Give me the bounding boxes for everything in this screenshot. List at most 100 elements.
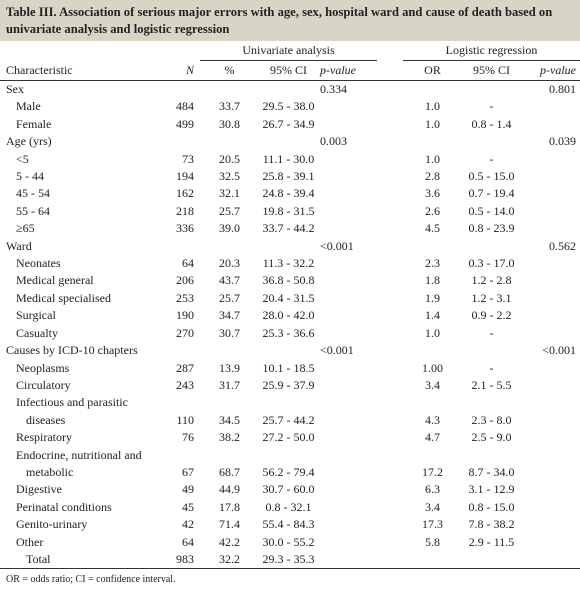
cell-or: 2.3 bbox=[425, 256, 440, 271]
table-row: Circulatory 243 31.7 25.9 - 37.9 3.4 2.1 - 5.… bbox=[0, 377, 580, 394]
cell-or: 1.00 bbox=[422, 360, 443, 375]
cell-spacer bbox=[377, 534, 403, 551]
cell-n: 49 bbox=[182, 482, 194, 497]
cell-p bbox=[318, 307, 377, 324]
cell-ci2: 0.3 - 17.0 bbox=[468, 256, 515, 271]
cell-or: 1.4 bbox=[425, 308, 440, 323]
cell-ci2: 0.8 - 1.4 bbox=[471, 116, 512, 131]
header-spacer bbox=[377, 60, 403, 81]
header-p-logistic: p-value bbox=[521, 60, 580, 81]
cell-p2 bbox=[521, 116, 580, 133]
cell-label: metabolic bbox=[26, 464, 74, 479]
cell-ci bbox=[259, 238, 318, 255]
cell-p2 bbox=[521, 377, 580, 394]
cell-n: 42 bbox=[182, 517, 194, 532]
cell-p2 bbox=[521, 550, 580, 570]
cell-ci2: 0.5 - 15.0 bbox=[468, 169, 515, 184]
cell-ci2 bbox=[462, 80, 521, 99]
cell-spacer bbox=[377, 394, 403, 411]
cell-or: 1.8 bbox=[425, 273, 440, 288]
cell-n: 983 bbox=[148, 550, 200, 570]
cell-p: 0.334 bbox=[318, 80, 377, 99]
cell-or bbox=[403, 133, 462, 150]
cell-ci2: 8.7 - 34.0 bbox=[468, 464, 515, 479]
cell-spacer bbox=[377, 203, 403, 220]
cell-pct: 68.7 bbox=[219, 464, 240, 479]
cell-p2: 0.039 bbox=[549, 134, 576, 149]
cell-n: 64 bbox=[182, 534, 194, 549]
cell-spacer bbox=[377, 307, 403, 324]
cell-spacer bbox=[377, 377, 403, 394]
cell-label: Perinatal conditions bbox=[16, 499, 112, 514]
cell-ci: 55.4 - 84.3 bbox=[262, 517, 315, 532]
cell-label: Respiratory bbox=[16, 430, 72, 445]
cell-p bbox=[318, 516, 377, 533]
cell-pct: 42.2 bbox=[219, 534, 240, 549]
cell-ci: 25.7 - 44.2 bbox=[262, 412, 315, 427]
cell-ci: 25.9 - 37.9 bbox=[262, 377, 315, 392]
cell-ci2: - bbox=[489, 360, 494, 375]
cell-or: 1.0 bbox=[425, 99, 440, 114]
table-row: Male 484 33.7 29.5 - 38.0 1.0 - bbox=[0, 98, 580, 115]
header-or: OR bbox=[403, 60, 462, 81]
cell-spacer bbox=[377, 499, 403, 516]
cell-p2 bbox=[521, 290, 580, 307]
cell-pct: 31.7 bbox=[219, 377, 240, 392]
cell-ci: 26.7 - 34.9 bbox=[262, 116, 315, 131]
cell-p2 bbox=[521, 255, 580, 272]
cell-or: 2.8 bbox=[425, 169, 440, 184]
cell-ci2: 0.9 - 2.2 bbox=[471, 308, 512, 323]
cell-ci2: 7.8 - 38.2 bbox=[468, 517, 515, 532]
cell-label: Ward bbox=[6, 238, 32, 253]
cell-p2: <0.001 bbox=[542, 343, 576, 358]
header-n: N bbox=[148, 60, 200, 81]
cell-pct: 34.7 bbox=[219, 308, 240, 323]
cell-or: 17.2 bbox=[422, 464, 443, 479]
cell-pct: 25.7 bbox=[219, 290, 240, 305]
cell-n: 243 bbox=[176, 377, 194, 392]
table-row: Female 499 30.8 26.7 - 34.9 1.0 0.8 - 1.4 bbox=[0, 116, 580, 133]
cell-ci2 bbox=[462, 342, 521, 359]
cell-pct: 43.7 bbox=[219, 273, 240, 288]
table-group-row: Age (yrs) 0.003 0.039 bbox=[0, 133, 580, 150]
table-row: diseases 110 34.5 25.7 - 44.2 4.3 2.3 - 8.0 bbox=[0, 412, 580, 429]
cell-ci2: 3.1 - 12.9 bbox=[468, 482, 515, 497]
header-p-univariate: p-value bbox=[318, 60, 377, 81]
cell-ci2: 2.5 - 9.0 bbox=[471, 430, 512, 445]
header-ci-univariate: 95% CI bbox=[259, 60, 318, 81]
cell-pct: 39.0 bbox=[219, 221, 240, 236]
cell-label: Neonates bbox=[16, 256, 61, 271]
header-empty bbox=[0, 41, 148, 61]
cell-pct: 34.5 bbox=[219, 412, 240, 427]
cell-p bbox=[318, 377, 377, 394]
cell-spacer bbox=[377, 342, 403, 359]
cell-ci: 29.5 - 38.0 bbox=[262, 99, 315, 114]
cell-pct bbox=[200, 238, 259, 255]
cell-n: 110 bbox=[176, 412, 194, 427]
table-row: Neonates 64 20.3 11.3 - 32.2 2.3 0.3 - 17.0 bbox=[0, 255, 580, 272]
cell-p bbox=[318, 550, 377, 570]
header-pct: % bbox=[200, 60, 259, 81]
cell-p2: 0.801 bbox=[521, 80, 580, 99]
table-group-row: Causes by ICD-10 chapters <0.001 <0.001 bbox=[0, 342, 580, 359]
cell-or: 3.4 bbox=[425, 499, 440, 514]
cell-pct bbox=[200, 447, 259, 464]
cell-p bbox=[318, 220, 377, 237]
cell-p: <0.001 bbox=[320, 238, 354, 253]
cell-spacer bbox=[377, 447, 403, 464]
cell-n: 218 bbox=[176, 203, 194, 218]
table-group-row: Ward <0.001 0.562 bbox=[0, 238, 580, 255]
cell-ci bbox=[259, 394, 318, 411]
cell-label: Other bbox=[16, 534, 44, 549]
cell-ci: 28.0 - 42.0 bbox=[262, 308, 315, 323]
cell-p bbox=[318, 168, 377, 185]
header-column-row: Characteristic N % 95% CI p-value OR 95%… bbox=[0, 60, 580, 81]
cell-label: Surgical bbox=[16, 308, 56, 323]
cell-or: 4.3 bbox=[425, 412, 440, 427]
table-row: Perinatal conditions 45 17.8 0.8 - 32.1 3.4 0… bbox=[0, 499, 580, 516]
cell-or: 4.7 bbox=[425, 430, 440, 445]
cell-ci: 25.8 - 39.1 bbox=[262, 169, 315, 184]
table-row: 45 - 54 162 32.1 24.8 - 39.4 3.6 0.7 - 19.4 bbox=[0, 185, 580, 202]
cell-spacer bbox=[377, 168, 403, 185]
cell-n bbox=[148, 447, 200, 464]
